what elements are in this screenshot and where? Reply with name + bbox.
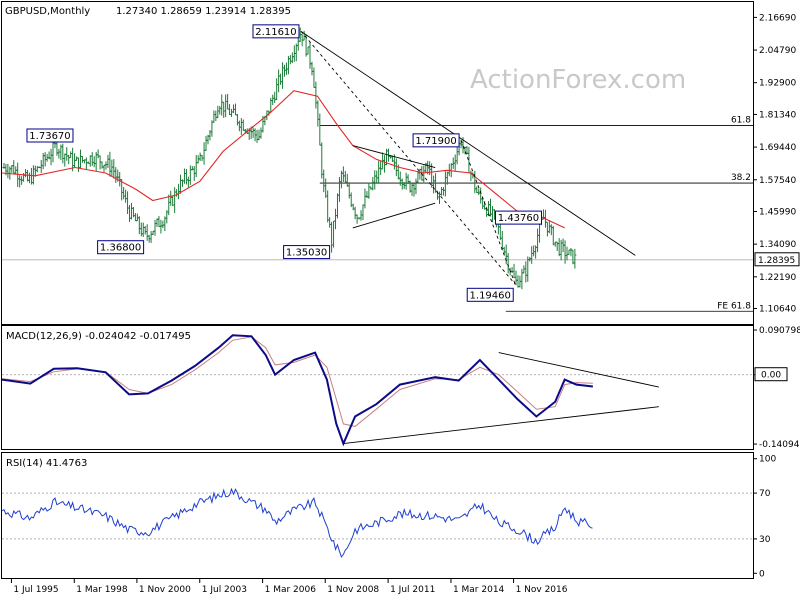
svg-text:1.71900: 1.71900 (415, 136, 456, 147)
rsi-y-tick-label: 30 (759, 535, 771, 545)
svg-text:1.43760: 1.43760 (498, 213, 539, 224)
x-tick-label: 1 Mar 2006 (265, 585, 317, 595)
x-tick-label: 1 Jul 1995 (13, 585, 58, 595)
x-tick-label: 1 Jul 2003 (202, 585, 247, 595)
price-layer: 1.10640 1.22190 1.34090 1.45990 1.57540 1.694… (1, 13, 800, 315)
svg-text:0.00: 0.00 (761, 371, 781, 381)
price-y-tick-label: 2.16690 (759, 13, 796, 23)
svg-text:1.28395: 1.28395 (758, 256, 795, 266)
svg-text:2.11610: 2.11610 (255, 27, 296, 38)
fib-level-label: FE 61.8 (717, 301, 751, 311)
price-y-tick-label: 1.69440 (759, 143, 796, 153)
price-pane-frame (1, 1, 754, 325)
price-callout: 1.73670 (26, 128, 74, 143)
svg-text:1.19460: 1.19460 (470, 290, 511, 301)
price-y-tick-label: 1.45990 (759, 207, 796, 217)
rsi-y-tick-label: 100 (759, 455, 776, 465)
svg-text:1.73670: 1.73670 (29, 131, 70, 142)
macd-signal-line (1, 336, 593, 427)
current-price-label: 1.28395 (754, 252, 800, 267)
price-callout: 1.43760 (494, 210, 542, 225)
dashed-trendline (460, 140, 516, 285)
x-tick-label: 1 Nov 2008 (327, 585, 379, 595)
ohlc-bar (573, 248, 577, 269)
trendline (300, 30, 636, 256)
rsi-pane-frame (1, 452, 754, 579)
dashed-trendline (300, 31, 516, 285)
price-callout: 1.71900 (412, 133, 460, 148)
macd-trendline (498, 352, 659, 388)
price-y-tick-label: 1.57540 (759, 176, 796, 186)
rsi-y-tick-label: 70 (759, 489, 771, 499)
trendline (352, 202, 436, 229)
macd-trendline (343, 406, 659, 445)
x-tick-label: 1 Mar 2014 (453, 585, 505, 595)
macd-y-tick-label: -0.14094 (759, 440, 800, 450)
svg-text:1.35030: 1.35030 (286, 248, 327, 259)
rsi-line (1, 487, 593, 558)
watermark: ActionForex.com (470, 65, 686, 95)
rsi-layer: 100 70 30 0 (1, 455, 776, 579)
x-axis: 1 Jul 1995 1 Mar 1998 1 Nov 2000 1 Jul 2003… (10, 579, 568, 595)
price-callout: 2.11610 (252, 24, 300, 39)
price-callout: 1.19460 (466, 287, 514, 302)
macd-y-tick-label: 0.090798 (759, 326, 800, 336)
fib-level-label: 61.8 (731, 115, 751, 125)
price-callout: 1.35030 (283, 245, 331, 260)
fib-level-label: 38.2 (731, 173, 751, 183)
x-tick-label: 1 Nov 2016 (516, 585, 568, 595)
x-tick-label: 1 Mar 1998 (76, 585, 128, 595)
price-y-tick-label: 1.92900 (759, 79, 796, 89)
x-tick-label: 1 Nov 2000 (139, 585, 191, 595)
trendline (352, 145, 436, 168)
macd-pane-frame (1, 325, 754, 450)
macd-current-label: 0.00 (754, 367, 788, 382)
svg-text:1.36800: 1.36800 (100, 243, 141, 254)
x-tick-label: 1 Jul 2011 (390, 585, 435, 595)
price-title: GBPUSD,Monthly (5, 6, 90, 17)
price-y-tick-label: 1.81340 (759, 110, 796, 120)
ohlc-readout: 1.27340 1.28659 1.23914 1.28395 (116, 6, 291, 17)
rsi-y-tick-label: 0 (759, 569, 765, 579)
macd-line (1, 334, 594, 447)
rsi-title: RSI(14) 41.4763 (6, 458, 87, 469)
price-y-tick-label: 1.34090 (759, 240, 796, 250)
price-y-tick-label: 2.04790 (759, 46, 796, 56)
price-y-tick-label: 1.10640 (759, 305, 796, 315)
price-callout: 1.36800 (97, 240, 145, 255)
macd-title: MACD(12,26,9) -0.024042 -0.017495 (6, 331, 191, 342)
price-y-tick-label: 1.22190 (759, 273, 796, 283)
